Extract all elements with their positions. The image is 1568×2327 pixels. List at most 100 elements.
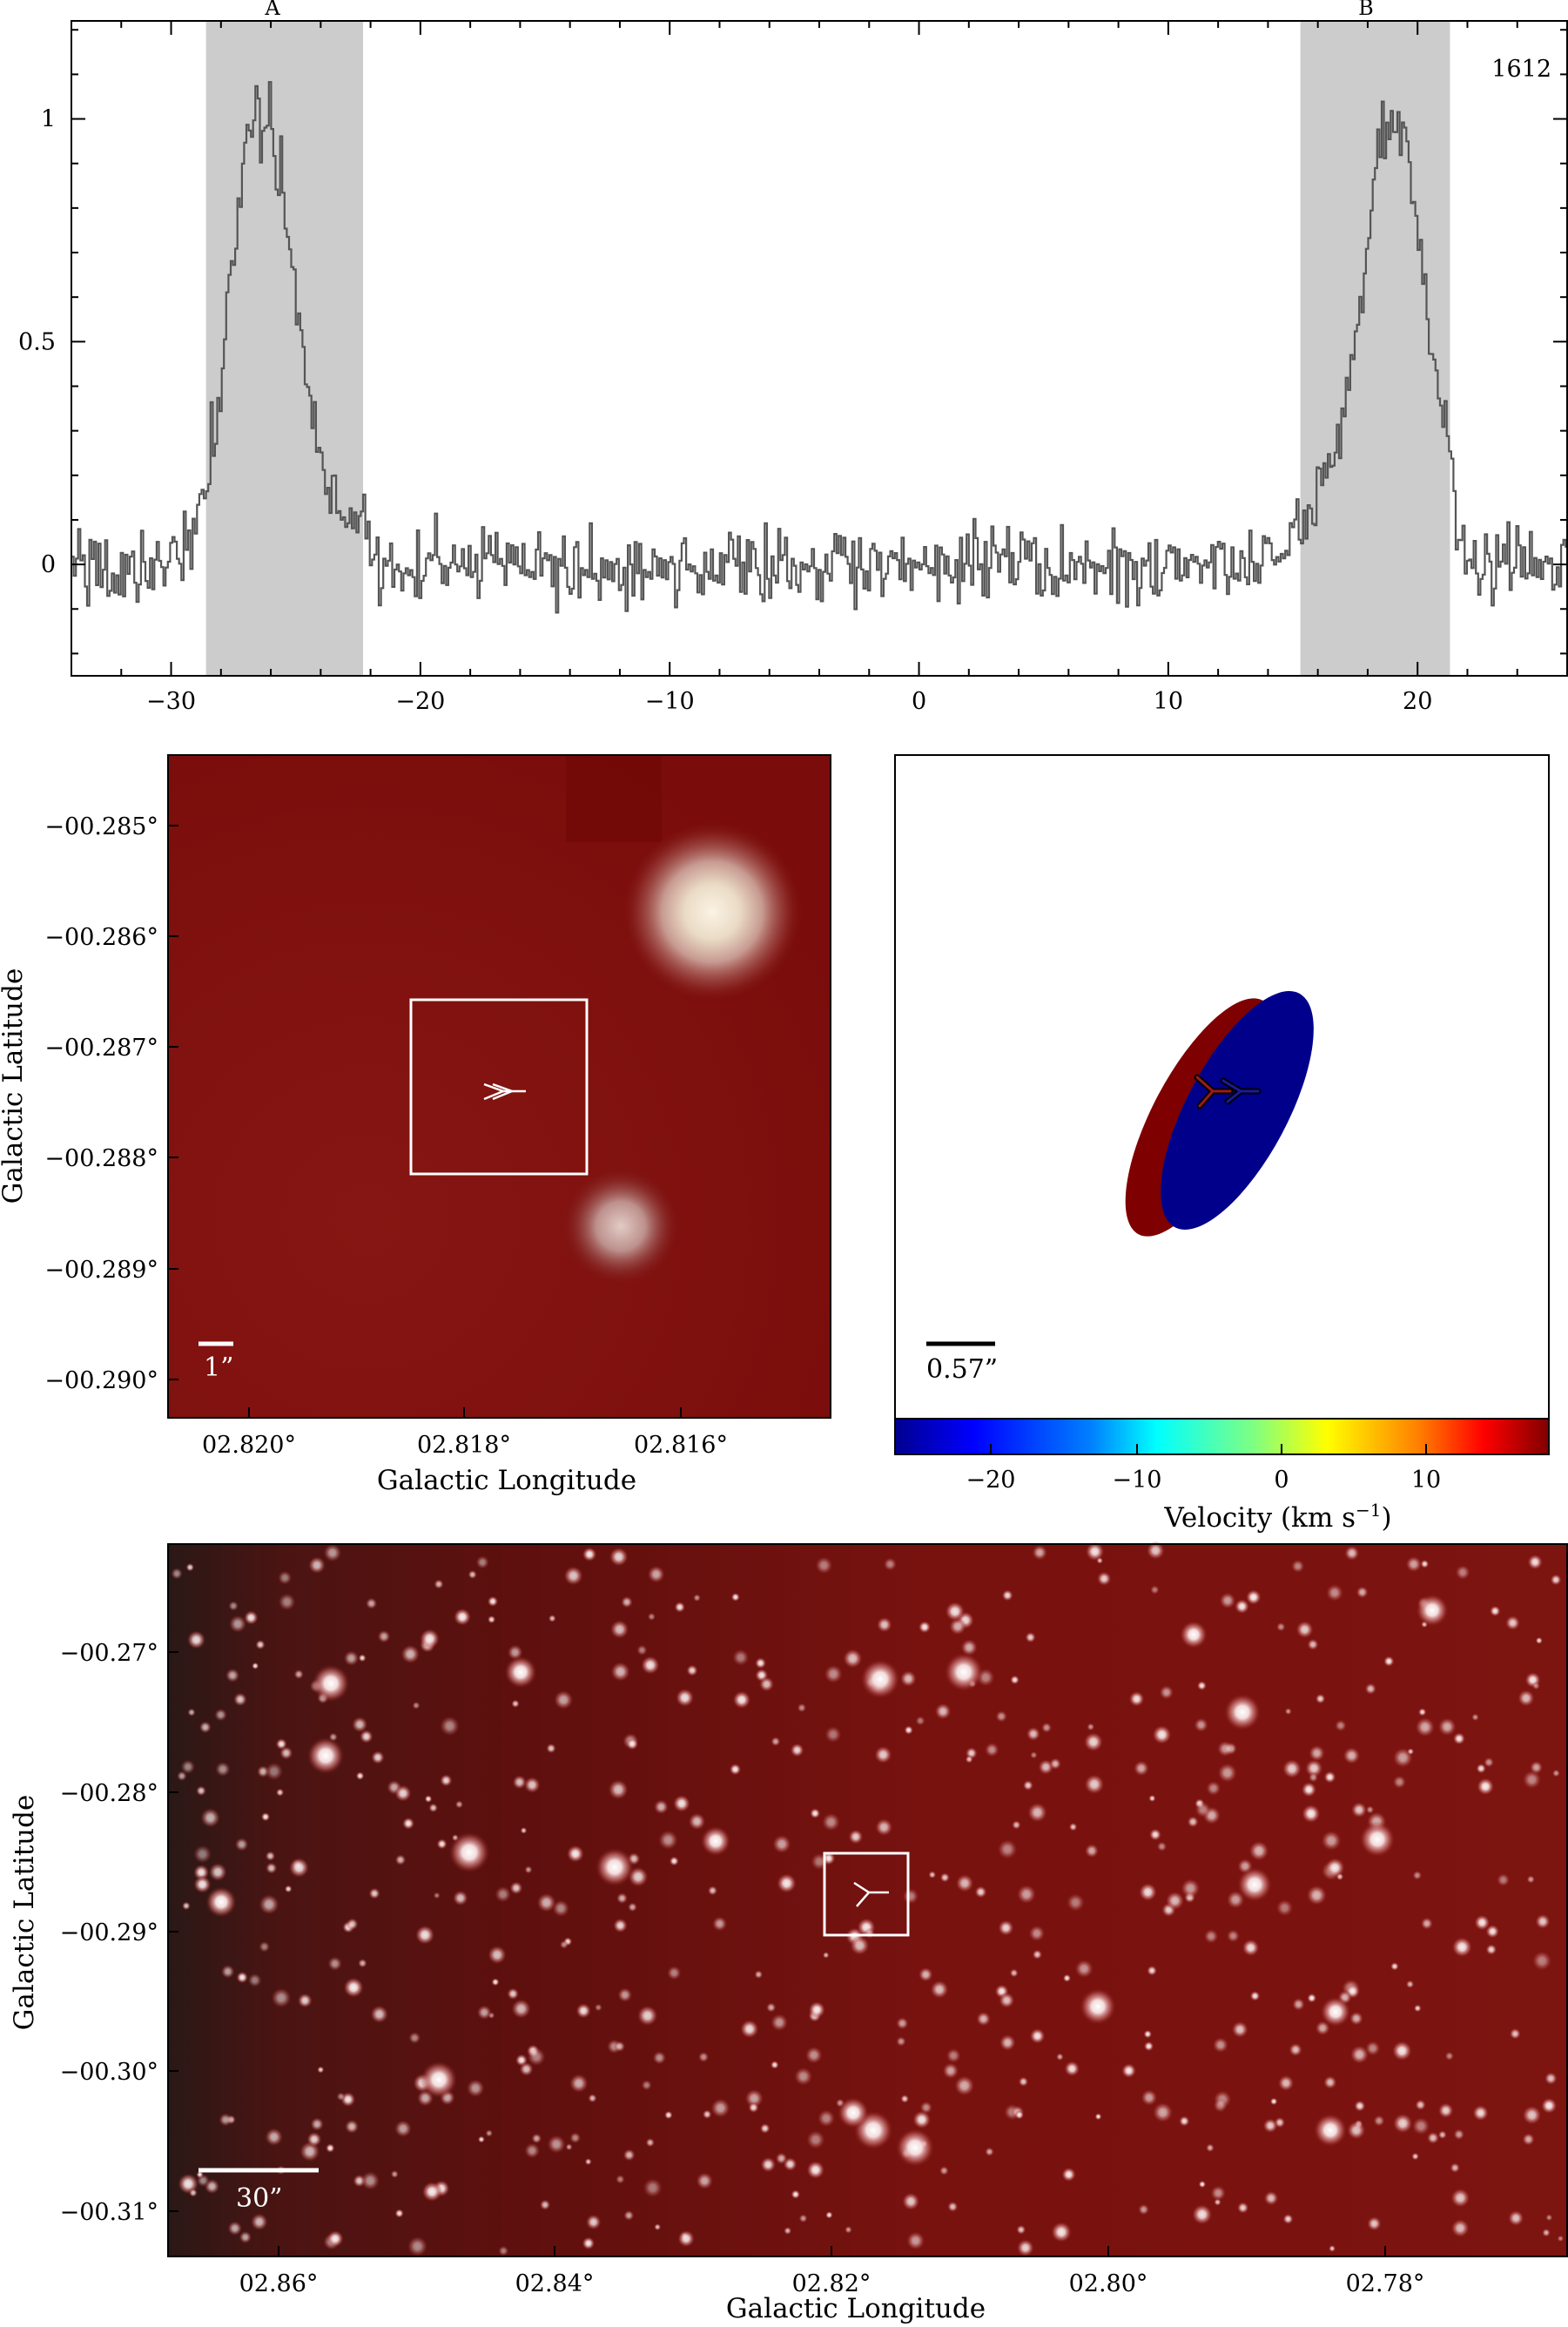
star [485, 2129, 494, 2137]
star [657, 1830, 679, 1851]
star [1094, 2113, 1102, 2121]
star [1405, 1555, 1423, 1573]
star [255, 1639, 266, 1650]
star [1315, 1693, 1326, 1704]
star [707, 1885, 718, 1896]
star [433, 1892, 441, 1899]
star [1213, 2098, 1228, 2113]
velocity-scale-bar: 0.57” [926, 1341, 998, 1385]
star [1226, 1929, 1241, 1943]
star [228, 1615, 247, 1634]
star [227, 2221, 243, 2236]
star [918, 1966, 933, 1982]
star [1504, 1615, 1521, 1631]
wide-scale-bar: 30” [199, 2168, 319, 2214]
wide-y-tick: −00.30° [60, 2059, 158, 2086]
star [636, 2005, 658, 2027]
star [275, 1788, 285, 1797]
star [307, 1556, 326, 1575]
star [271, 1987, 292, 2008]
star [1165, 1891, 1185, 1911]
star [1437, 2102, 1454, 2119]
wide-x-axis-title: Galactic Longitude [726, 2293, 986, 2324]
star [1016, 2239, 1034, 2257]
star [434, 1579, 444, 1589]
star [1391, 2040, 1413, 2061]
star [1476, 1763, 1487, 1774]
star [306, 1737, 345, 1775]
star [1542, 2228, 1551, 2237]
zoom-x-axis-title: Galactic Longitude [377, 1465, 636, 1496]
star [504, 1656, 537, 1689]
star [1152, 2101, 1174, 2123]
wide-scale-label: 30” [236, 2183, 283, 2214]
spectrum-panel: −30 −20 −10 0 10 20 0 0.5 1 A B 1612 [0, 0, 1568, 732]
star [1138, 1882, 1158, 1902]
star [582, 2236, 596, 2250]
star [1320, 1996, 1351, 2027]
star [999, 1992, 1015, 2009]
x-tick-label: −20 [395, 688, 445, 715]
star [511, 1999, 532, 2020]
star [955, 1873, 974, 1892]
star [784, 2226, 792, 2236]
star [346, 1918, 359, 1931]
wide-x-tick: 02.78° [1346, 2270, 1425, 2297]
star [1365, 1805, 1375, 1814]
star [317, 2066, 325, 2074]
star [265, 1762, 284, 1781]
star [1277, 2074, 1295, 2092]
star [1191, 2203, 1213, 2225]
star [1143, 2040, 1154, 2052]
star [614, 2040, 626, 2053]
star [647, 1612, 656, 1622]
star [548, 1614, 556, 1622]
star [1226, 1890, 1245, 1909]
star [609, 1619, 629, 1639]
star [874, 1818, 893, 1837]
star [205, 1886, 237, 1918]
star [1452, 1732, 1466, 1745]
zoom-y-ticks: −00.285° −00.286° −00.287° −00.288° −00.… [44, 813, 178, 1394]
star [974, 1885, 987, 1899]
wide-image-panel: 30” −00.27° −00.28° −00.29° −00.30° −00.… [0, 1533, 1568, 2324]
star [552, 1899, 570, 1918]
star [945, 1601, 966, 1622]
star [394, 2120, 413, 2138]
star [1018, 2076, 1029, 2088]
star [553, 1690, 574, 1710]
zoom-y-axis-title: Galactic Latitude [0, 968, 29, 1204]
star [1198, 2180, 1207, 2189]
star [1392, 2113, 1413, 2134]
star [1415, 2099, 1427, 2111]
star [252, 1662, 259, 1670]
zoom-image: 1” −00.285° −00.286° −00.287° −00.288° −… [0, 754, 831, 1496]
star [487, 1595, 499, 1608]
zoom-y-tick: −00.286° [44, 924, 158, 951]
star [777, 1873, 797, 1893]
star [412, 1701, 421, 1710]
colorbar-tick: 0 [1274, 1467, 1289, 1494]
star [419, 1629, 441, 1649]
star [1291, 1997, 1306, 2012]
star [566, 1845, 585, 1863]
zoom-x-tick: 02.818° [417, 1432, 511, 1459]
star [1472, 2104, 1490, 2121]
star [848, 1829, 864, 1845]
star [519, 2061, 534, 2077]
star [1313, 2113, 1348, 2148]
star [547, 2135, 566, 2154]
zoom-image-frame [167, 754, 831, 1419]
star [653, 1799, 670, 1815]
star [1356, 1586, 1369, 1599]
star [1194, 1717, 1209, 1733]
wide-y-tick: −00.31° [60, 2199, 158, 2226]
star [1120, 2063, 1137, 2079]
maser-marker-icon [853, 1881, 889, 1907]
star [1079, 1987, 1117, 2026]
star [196, 2174, 210, 2188]
star [1263, 2190, 1279, 2206]
star [1147, 1965, 1158, 1976]
star [507, 1987, 520, 2000]
star [1180, 1878, 1201, 1899]
